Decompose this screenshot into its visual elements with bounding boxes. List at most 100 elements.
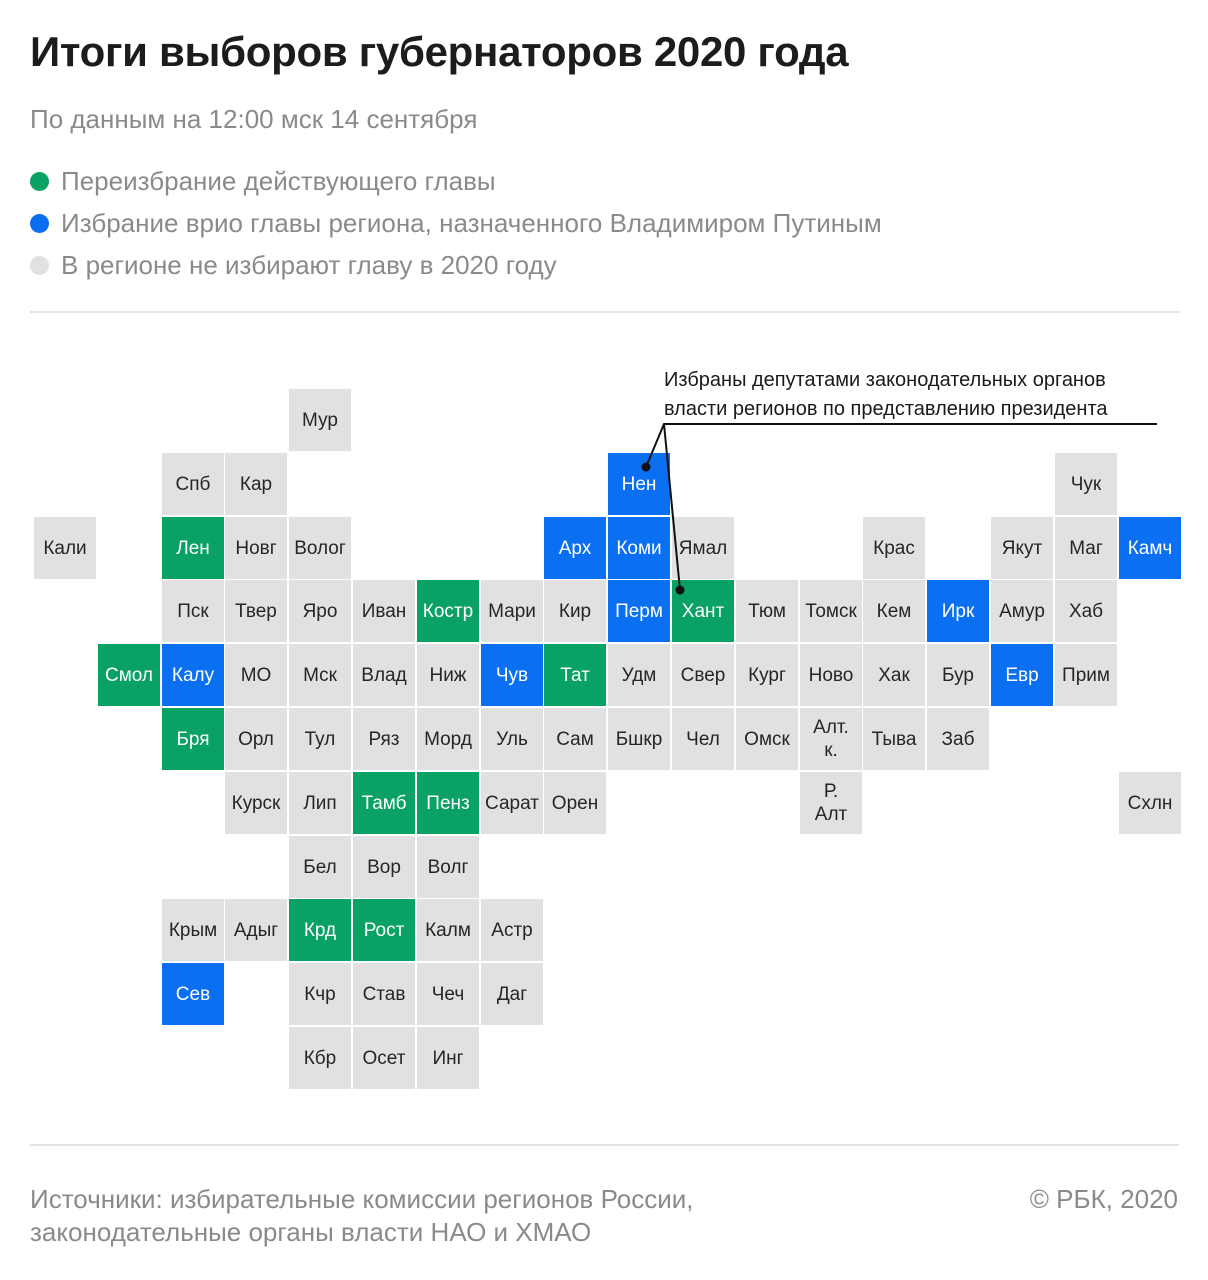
region-tile: Р. Алт (800, 772, 862, 834)
region-tile: Орл (225, 708, 287, 770)
region-tile: Хант (672, 580, 734, 642)
region-tile: Крым (162, 899, 224, 961)
region-tile: Бшкр (608, 708, 670, 770)
region-tile: Осет (353, 1027, 415, 1089)
region-tile: Нен (608, 453, 670, 515)
region-tile: Инг (417, 1027, 479, 1089)
annotation-line-2: власти регионов по представлению президе… (664, 398, 1108, 420)
region-tile: Вор (353, 836, 415, 898)
region-tile: Хак (863, 644, 925, 706)
region-tile: Новг (225, 517, 287, 579)
legend: Переизбрание действующего главы Избрание… (30, 160, 882, 286)
region-tile: Тул (289, 708, 351, 770)
legend-label: Избрание врио главы региона, назначенног… (61, 207, 882, 238)
region-tile: Калу (162, 644, 224, 706)
region-tile: Бел (289, 836, 351, 898)
region-tile: Лен (162, 517, 224, 579)
annotation-text: Избраны депутатами законодательных орган… (664, 366, 1108, 424)
region-tile: Курск (225, 772, 287, 834)
region-tile: Сев (162, 963, 224, 1025)
region-tile: Амур (991, 580, 1053, 642)
region-tile: Кар (225, 453, 287, 515)
region-tile: Алт. к. (800, 708, 862, 770)
region-tile: Астр (481, 899, 543, 961)
region-tile: Свер (672, 644, 734, 706)
region-tile: Орен (544, 772, 606, 834)
region-tile: Уль (481, 708, 543, 770)
footer-source-line-1: Источники: избирательные комиссии регион… (30, 1184, 694, 1214)
region-tile: Тюм (736, 580, 798, 642)
region-tile: Схлн (1119, 772, 1181, 834)
region-tile: Твер (225, 580, 287, 642)
region-tile: Влад (353, 644, 415, 706)
region-tile: Костр (417, 580, 479, 642)
bottom-divider (30, 1144, 1179, 1146)
region-tile: Тыва (863, 708, 925, 770)
region-tile: Бур (927, 644, 989, 706)
footer-source-line-2: законодательные органы власти НАО и ХМАО (30, 1217, 592, 1247)
region-tile: Яро (289, 580, 351, 642)
legend-item-acting-head: Избрание врио главы региона, назначенног… (30, 202, 882, 244)
footer-sources: Источники: избирательные комиссии регион… (30, 1183, 694, 1249)
legend-label: В регионе не избирают главу в 2020 году (61, 249, 557, 280)
region-tile: Кбр (289, 1027, 351, 1089)
footer-copyright: © РБК, 2020 (1029, 1184, 1178, 1214)
region-tile: Евр (991, 644, 1053, 706)
region-tile: Кчр (289, 963, 351, 1025)
legend-dot-green-icon (30, 171, 49, 191)
region-tile: Крас (863, 517, 925, 579)
legend-dot-blue-icon (30, 213, 49, 233)
region-tile: Перм (608, 580, 670, 642)
region-tile: Омск (736, 708, 798, 770)
legend-item-no-election: В регионе не избирают главу в 2020 году (30, 244, 882, 286)
page-subtitle: По данным на 12:00 мск 14 сентября (30, 104, 478, 134)
region-tile: Ямал (672, 517, 734, 579)
region-tile: Маг (1055, 517, 1117, 579)
region-tile: Коми (608, 517, 670, 579)
page-title: Итоги выборов губернаторов 2020 года (30, 28, 849, 75)
region-tile: Кем (863, 580, 925, 642)
region-tile: Адыг (225, 899, 287, 961)
region-tile: Волг (417, 836, 479, 898)
region-tile: Став (353, 963, 415, 1025)
region-tile: МО (225, 644, 287, 706)
region-tile: Сарат (481, 772, 543, 834)
region-tile: Кали (34, 517, 96, 579)
region-tile: Крд (289, 899, 351, 961)
region-tile: Калм (417, 899, 479, 961)
region-tile: Заб (927, 708, 989, 770)
annotation-line-1: Избраны депутатами законодательных орган… (664, 369, 1106, 391)
legend-label: Переизбрание действующего главы (61, 165, 496, 196)
region-tile: Хаб (1055, 580, 1117, 642)
region-tile: Рост (353, 899, 415, 961)
region-tile: Чел (672, 708, 734, 770)
region-tile: Спб (162, 453, 224, 515)
region-tile: Томск (800, 580, 862, 642)
region-tile: Удм (608, 644, 670, 706)
region-tile: Чув (481, 644, 543, 706)
legend-item-reelection: Переизбрание действующего главы (30, 160, 882, 202)
region-tile: Ново (800, 644, 862, 706)
region-tile: Арх (544, 517, 606, 579)
region-tile: Морд (417, 708, 479, 770)
region-tile: Ряз (353, 708, 415, 770)
region-tile: Якут (991, 517, 1053, 579)
region-tile: Бря (162, 708, 224, 770)
region-tile: Сам (544, 708, 606, 770)
region-tile: Ирк (927, 580, 989, 642)
region-tile: Тамб (353, 772, 415, 834)
region-tile: Чеч (417, 963, 479, 1025)
region-tile: Волог (289, 517, 351, 579)
region-tile: Мур (289, 389, 351, 451)
region-tile: Прим (1055, 644, 1117, 706)
region-tile: Мск (289, 644, 351, 706)
region-tile: Кир (544, 580, 606, 642)
region-tile: Камч (1119, 517, 1181, 579)
region-tile: Чук (1055, 453, 1117, 515)
region-tile: Лип (289, 772, 351, 834)
region-tile: Пск (162, 580, 224, 642)
region-tile: Кург (736, 644, 798, 706)
region-tile: Пенз (417, 772, 479, 834)
region-tile: Смол (98, 644, 160, 706)
